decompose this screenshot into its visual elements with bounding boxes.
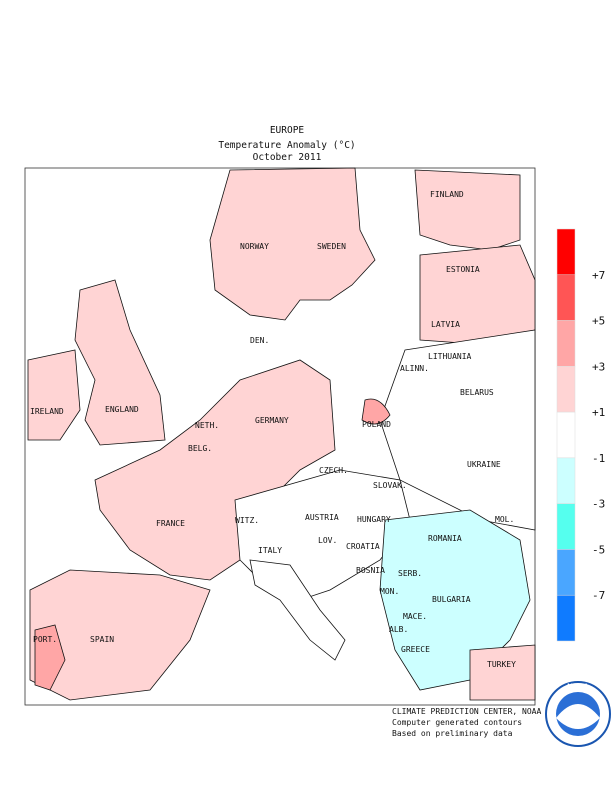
footer-line: CLIMATE PREDICTION CENTER, NOAA [392,707,541,716]
country-label: GERMANY [255,416,289,425]
country-label: LITHUANIA [428,352,472,361]
country-label: CZECH. [319,466,348,475]
logo-text: NOAA [567,683,589,693]
country-labels: FINLAND NORWAY SWEDEN ESTONIA LATVIA DEN. LITH… [30,190,516,669]
country-label: TURKEY [487,660,516,669]
map-period: October 2011 [253,152,322,163]
colorbar-box [556,366,576,413]
country-label: DEN. [250,336,269,345]
country-label: MON. [380,587,399,596]
footer-line: Based on preliminary data [392,729,513,738]
colorbar-tick-label: +3 [592,360,605,373]
country-label: BELG. [188,444,212,453]
footer-line: Computer generated contours [392,718,522,727]
country-label: ENGLAND [105,405,139,414]
colorbar-box [556,228,576,276]
colorbar-box [556,274,576,321]
country-label: ALB. [389,625,408,634]
country-label: NETH. [195,421,219,430]
colorbar-box [556,594,576,642]
country-label: WITZ. [235,516,259,525]
country-label: BELARUS [460,388,494,397]
country-label: BULGARIA [432,595,471,604]
region-title: EUROPE [270,125,305,136]
colorbar-tick-label: +7 [592,269,605,282]
colorbar-tick-label: -1 [592,452,605,465]
map-title: Temperature Anomaly (°C) [218,140,355,151]
country-label: GREECE [401,645,430,654]
colorbar-box [556,549,576,596]
country-label: FRANCE [156,519,185,528]
country-label: FINLAND [430,190,464,199]
country-label: HUNGARY [357,515,391,524]
country-label: MOL. [495,515,514,524]
colorbar-tick-label: +1 [592,406,605,419]
country-label: SLOVAK. [373,481,407,490]
country-label: ROMANIA [428,534,462,543]
country-label: NORWAY [240,242,269,251]
country-label: SWEDEN [317,242,346,251]
map [24,167,536,706]
colorbar: +7 +5 +3 +1 -1 -3 -5 -7 [556,228,605,642]
colorbar-tick-label: +5 [592,315,605,328]
country-label: POLAND [362,420,391,429]
country-label: MACE. [403,612,427,621]
country-label: IRELAND [30,407,64,416]
colorbar-box [556,320,576,367]
colorbar-box [556,411,576,459]
colorbar-tick-label: -5 [592,543,605,556]
colorbar-box [556,457,576,504]
country-label: UKRAINE [467,460,501,469]
colorbar-box [556,503,576,550]
country-label: ESTONIA [446,265,480,274]
country-label: SPAIN [90,635,114,644]
country-label: PORT. [33,635,57,644]
country-label: AUSTRIA [305,513,339,522]
country-label: SERB. [398,569,422,578]
country-label: BOSNIA [356,566,385,575]
country-label: LOV. [318,536,337,545]
colorbar-tick-label: -3 [592,498,605,511]
country-label: ITALY [258,546,282,555]
country-label: LATVIA [431,320,460,329]
country-label: CROATIA [346,542,380,551]
country-label: ALINN. [400,364,429,373]
colorbar-tick-label: -7 [592,589,605,602]
noaa-logo: NOAA [545,681,611,747]
